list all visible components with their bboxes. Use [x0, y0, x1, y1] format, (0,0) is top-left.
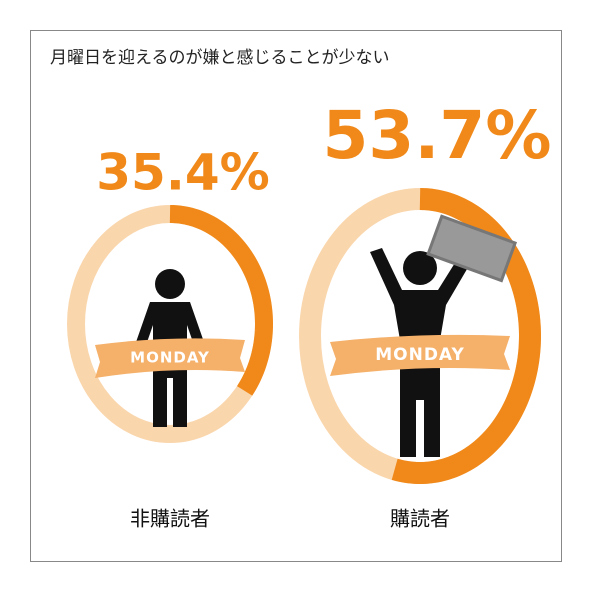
banner-left: MONDAY — [95, 338, 245, 378]
banner-text: MONDAY — [375, 345, 465, 365]
frame — [30, 30, 562, 562]
banner-text: MONDAY — [130, 349, 210, 367]
banner-right: MONDAY — [330, 334, 510, 376]
category-label: 非購読者 — [130, 507, 210, 531]
chart-title: 月曜日を迎えるのが嫌と感じることが少ない — [50, 48, 390, 68]
ring-arc — [391, 188, 542, 484]
value-label: 53.7% — [323, 97, 552, 174]
figure-right — [370, 214, 518, 457]
rings — [67, 188, 542, 484]
value-label: 35.4% — [96, 144, 269, 202]
ring-arc — [169, 205, 274, 396]
category-label: 購読者 — [390, 507, 450, 531]
